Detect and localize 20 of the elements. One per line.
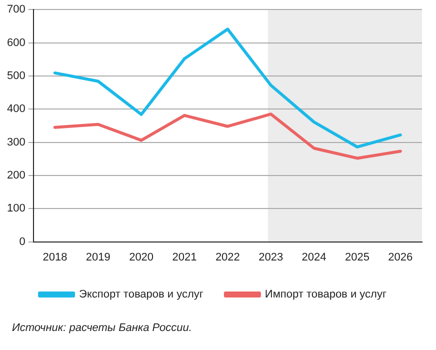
y-tick-label: 500 [6, 70, 26, 82]
x-tick-label: 2020 [129, 251, 154, 264]
x-tick-label: 2025 [344, 251, 370, 264]
legend-label: Экспорт товаров и услуг [79, 288, 204, 301]
x-tick-label: 2024 [302, 251, 326, 264]
y-tick-label: 200 [6, 169, 26, 182]
text: Источник: расчеты Банка России. [12, 322, 192, 334]
y-tick-label: 100 [6, 202, 26, 215]
x-tick-label: 2026 [388, 251, 413, 264]
legend-label: Импорт товаров и услуг [264, 288, 386, 301]
x-tick-label: 2022 [215, 251, 240, 264]
x-tick-label: 2023 [258, 251, 284, 264]
x-tick-label: 2019 [86, 251, 110, 264]
y-tick-label: 700 [6, 4, 26, 16]
y-tick-label: 400 [6, 103, 26, 116]
x-tick-label: 2018 [42, 251, 68, 264]
y-tick-label: 300 [6, 136, 26, 148]
y-tick-label: 0 [19, 236, 26, 248]
y-tick-label: 600 [6, 36, 26, 49]
x-tick-label: 2021 [172, 251, 197, 264]
